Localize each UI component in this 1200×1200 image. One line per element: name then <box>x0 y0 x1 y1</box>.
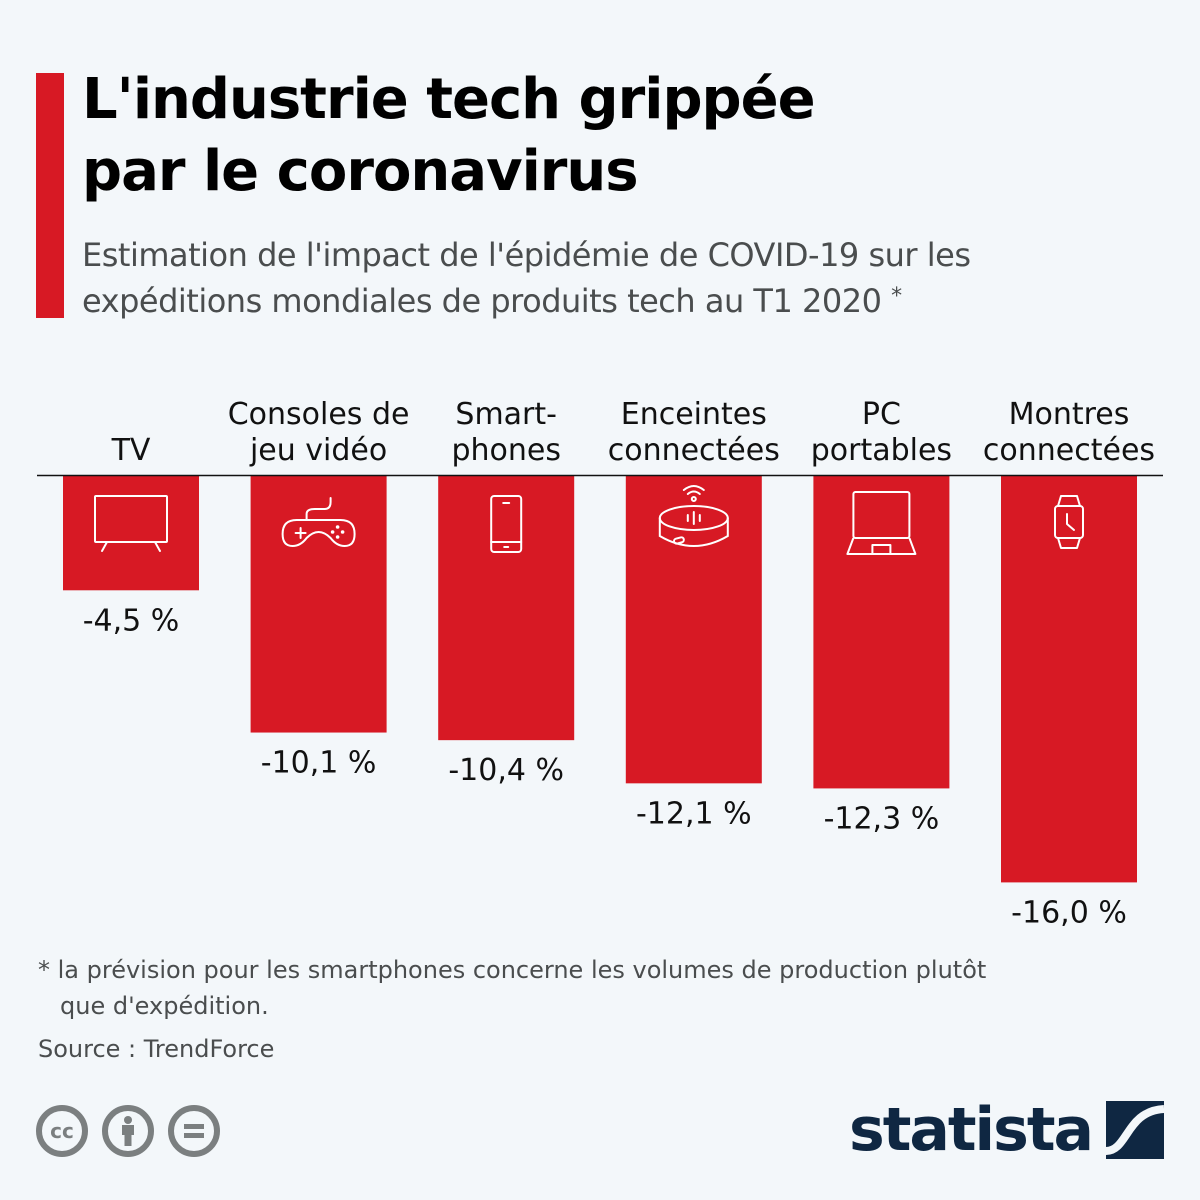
statista-logo[interactable]: statista <box>849 1100 1164 1160</box>
bar-3 <box>625 476 762 784</box>
category-label-5-line-0: Montres <box>1009 397 1130 432</box>
tv-icon <box>94 495 168 552</box>
value-label-3: -12,1 % <box>636 796 752 831</box>
footnote-line-2: que d'expédition. <box>60 992 269 1020</box>
category-label-2-line-0: Smart- <box>455 397 557 432</box>
bar-5 <box>1001 476 1137 883</box>
chart-title: L'industrie tech grippée par le coronavi… <box>82 64 1182 208</box>
value-label-1: -10,1 % <box>261 746 377 781</box>
subtitle-line-1: Estimation de l'impact de l'épidémie de … <box>82 236 971 274</box>
subtitle-line-2-text: expéditions mondiales de produits tech a… <box>82 282 882 320</box>
chart-subtitle: Estimation de l'impact de l'épidémie de … <box>82 232 1182 324</box>
footnote-line-1: * la prévision pour les smartphones conc… <box>38 956 987 984</box>
statista-wordmark: statista <box>848 1095 1094 1165</box>
laptop-icon <box>846 491 917 555</box>
category-label-4-line-1: portables <box>811 433 952 468</box>
category-label-2-line-1: phones <box>451 433 561 468</box>
bar-1 <box>250 476 387 733</box>
cc-icon-text: cc <box>50 1119 74 1143</box>
equals-icon <box>184 1124 204 1138</box>
title-line-1: L'industrie tech grippée <box>82 67 816 132</box>
footnote: * la prévision pour les smartphones conc… <box>38 952 1158 1024</box>
cc-icon[interactable]: cc <box>36 1105 88 1157</box>
smart-speaker-icon <box>658 485 729 547</box>
category-label-5-line-1: connectées <box>983 433 1155 468</box>
bar-2 <box>438 476 575 741</box>
value-label-5: -16,0 % <box>1011 895 1127 930</box>
bar-0 <box>63 476 199 591</box>
nd-icon[interactable] <box>168 1105 220 1157</box>
bar-4 <box>813 476 950 789</box>
category-label-1-line-1: jeu vidéo <box>249 433 387 468</box>
smartwatch-icon <box>1054 495 1084 549</box>
value-label-2: -10,4 % <box>448 753 564 788</box>
person-icon <box>122 1116 134 1146</box>
smartphone-icon <box>490 495 523 553</box>
value-label-4: -12,3 % <box>824 801 940 836</box>
category-label-1-line-0: Consoles de <box>228 397 410 432</box>
by-icon[interactable] <box>102 1105 154 1157</box>
category-label-3-line-1: connectées <box>608 433 780 468</box>
category-label-4-line-0: PC <box>862 397 901 432</box>
value-label-0: -4,5 % <box>83 603 180 638</box>
license-icons[interactable]: cc <box>36 1105 220 1157</box>
category-label-3-line-0: Enceintes <box>621 397 767 432</box>
footnote-marker: * <box>891 284 902 309</box>
title-accent-bar <box>36 73 64 318</box>
title-line-2: par le coronavirus <box>82 139 639 204</box>
subtitle-line-2: expéditions mondiales de produits tech a… <box>82 278 1182 324</box>
source-label: Source : TrendForce <box>38 1035 275 1063</box>
statista-wave-icon <box>1106 1101 1164 1159</box>
category-label-0-line-0: TV <box>111 433 151 468</box>
gamepad-icon <box>281 497 356 548</box>
